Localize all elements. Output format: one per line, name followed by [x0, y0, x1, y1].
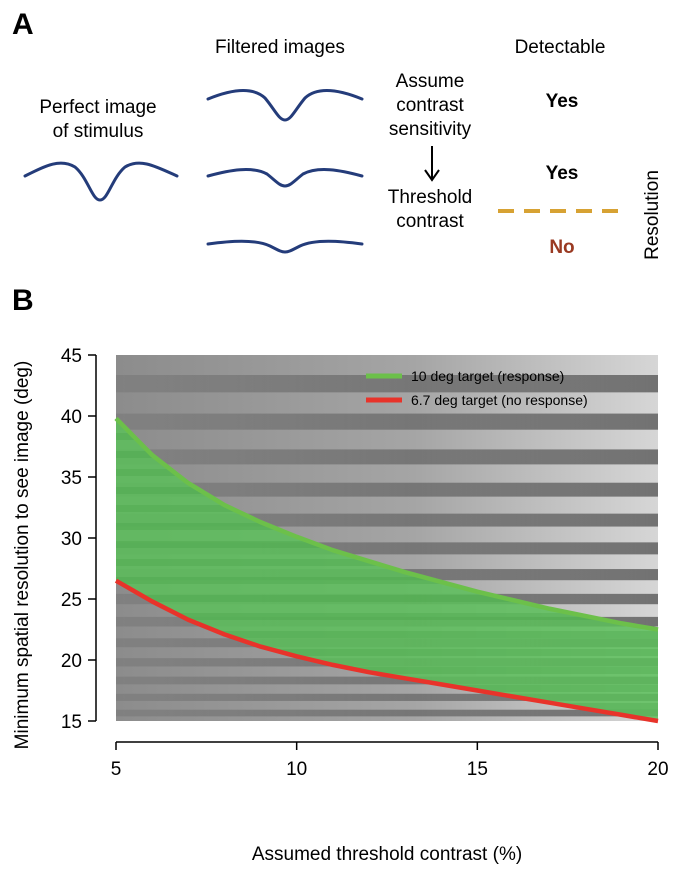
x-tick-label: 20 — [647, 759, 668, 780]
x-axis-title: Assumed threshold contrast (%) — [252, 844, 522, 865]
x-tick-label: 10 — [286, 759, 307, 780]
y-tick-label: 30 — [61, 529, 82, 550]
series-line-red — [114, 578, 659, 724]
threshold-line2: contrast — [396, 211, 464, 232]
chart-legend: 10 deg target (response) 6.7 deg target (… — [366, 368, 588, 408]
filtered-wave-medium — [206, 168, 364, 188]
perfect-image-line2: of stimulus — [52, 121, 144, 142]
detectable-heading: Detectable — [514, 37, 606, 58]
detectable-no: No — [549, 237, 575, 258]
y-tick-label: 40 — [61, 407, 82, 428]
detectable-yes-2: Yes — [545, 163, 579, 184]
panel-a-label: A — [12, 8, 34, 41]
assume-sensitivity-label: Assume contrast sensitivity — [370, 70, 490, 142]
x-tick-label: 5 — [111, 759, 122, 780]
threshold-line1: Threshold — [387, 187, 473, 208]
perfect-image-line1: Perfect image — [39, 97, 157, 118]
y-tick-label: 35 — [61, 468, 82, 489]
assume-line3: sensitivity — [388, 119, 472, 140]
detectable-yes-1: Yes — [545, 91, 579, 112]
y-tick-label: 45 — [61, 346, 82, 367]
filtered-wave-strong — [206, 89, 364, 122]
assume-line2: contrast — [396, 95, 464, 116]
threshold-contrast-label: Threshold contrast — [370, 186, 490, 234]
legend-label: 10 deg target (response) — [411, 368, 564, 384]
filtered-images-heading: Filtered images — [215, 37, 345, 58]
panel-b-label: B — [12, 284, 34, 317]
assume-line1: Assume — [395, 71, 465, 92]
legend-label: 6.7 deg target (no response) — [411, 392, 588, 408]
chart-axes: 15 20 25 30 35 40 45 5 10 15 20 — [61, 346, 669, 780]
y-tick-label: 20 — [61, 651, 82, 672]
y-tick-label: 25 — [61, 590, 82, 611]
y-tick-label: 15 — [61, 712, 82, 733]
x-tick-label: 15 — [467, 759, 488, 780]
filtered-wave-weak — [206, 239, 364, 254]
series-line-green — [114, 416, 659, 632]
perfect-image-label: Perfect image of stimulus — [18, 96, 178, 144]
down-arrow-icon — [424, 146, 440, 182]
response-region-fill — [116, 418, 658, 721]
perfect-stimulus-wave — [23, 161, 179, 202]
y-axis-title: Minimum spatial resolution to see image … — [12, 361, 33, 750]
